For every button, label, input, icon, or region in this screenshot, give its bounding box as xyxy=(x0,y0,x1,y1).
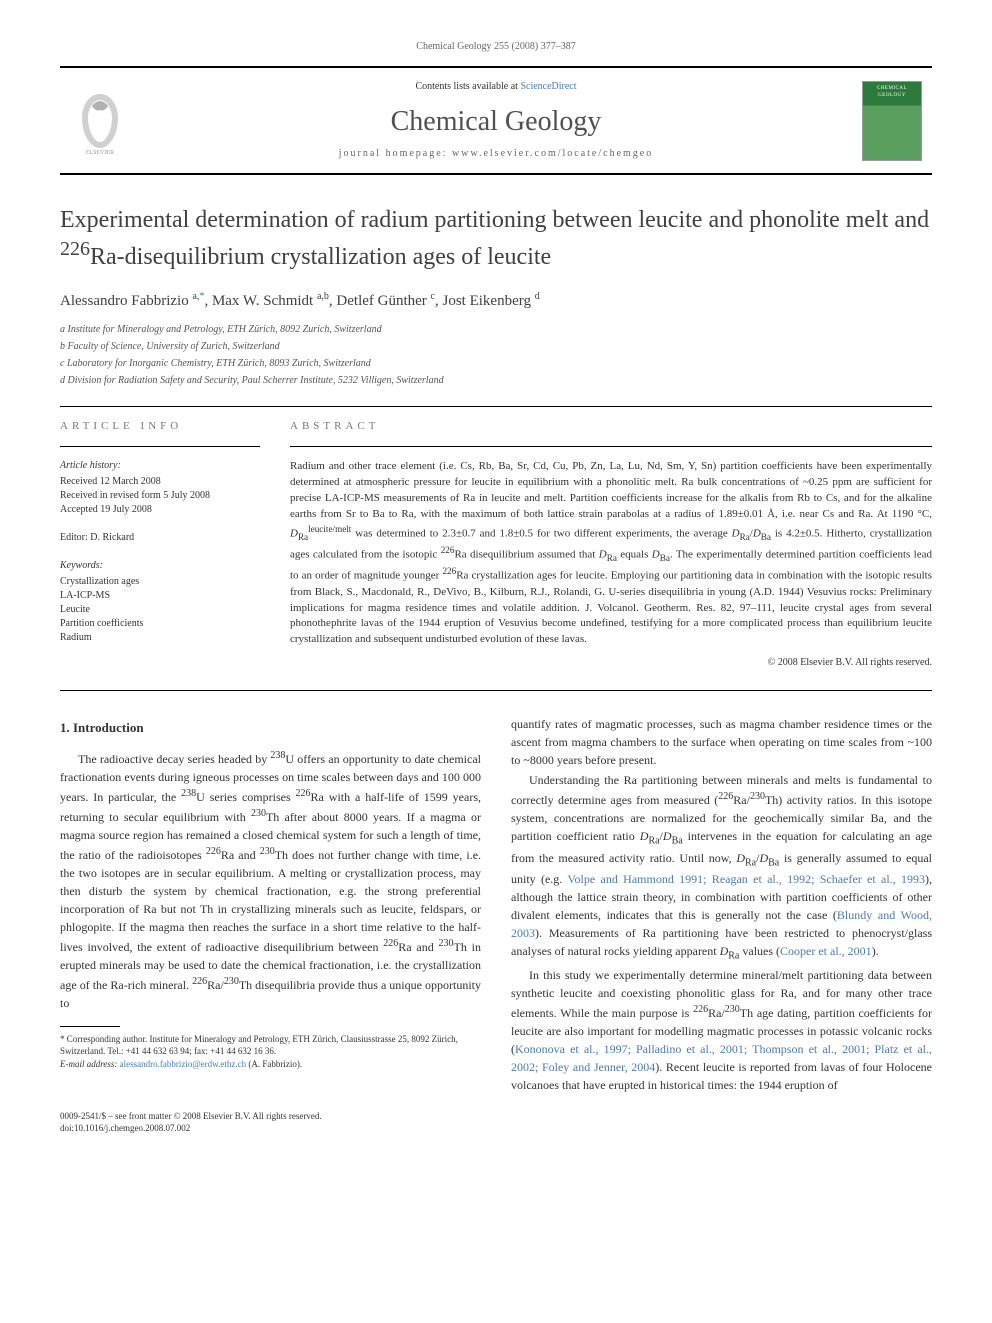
doi-line: doi:10.1016/j.chemgeo.2008.07.002 xyxy=(60,1122,932,1135)
abstract-text: Radium and other trace element (i.e. Cs,… xyxy=(290,459,932,648)
divider xyxy=(290,446,932,447)
journal-title: Chemical Geology xyxy=(140,102,852,141)
affiliation-b: b Faculty of Science, University of Zuri… xyxy=(60,339,932,354)
editor: Editor: D. Rickard xyxy=(60,531,260,545)
abstract-label: ABSTRACT xyxy=(290,419,932,434)
article-info-label: ARTICLE INFO xyxy=(60,419,260,434)
body-paragraph: In this study we experimentally determin… xyxy=(511,966,932,1094)
email-suffix: (A. Fabbrizio). xyxy=(248,1059,302,1069)
running-header: Chemical Geology 255 (2008) 377–387 xyxy=(60,40,932,54)
keywords-block: Keywords: Crystallization ages LA-ICP-MS… xyxy=(60,559,260,645)
footnote-text: * Corresponding author. Institute for Mi… xyxy=(60,1033,481,1058)
contents-line: Contents lists available at ScienceDirec… xyxy=(140,80,852,94)
divider xyxy=(60,406,932,407)
affiliations: a Institute for Mineralogy and Petrology… xyxy=(60,322,932,388)
footnote-separator xyxy=(60,1026,120,1027)
author-list: Alessandro Fabbrizio a,*, Max W. Schmidt… xyxy=(60,290,932,312)
article-body: 1. Introduction The radioactive decay se… xyxy=(60,715,932,1093)
body-paragraph: The radioactive decay series headed by 2… xyxy=(60,748,481,1012)
history-revised: Received in revised form 5 July 2008 xyxy=(60,489,260,503)
keyword: Radium xyxy=(60,631,260,645)
section-heading-introduction: 1. Introduction xyxy=(60,719,481,737)
divider xyxy=(60,690,932,691)
article-title: Experimental determination of radium par… xyxy=(60,205,932,273)
body-paragraph: quantify rates of magmatic processes, su… xyxy=(511,715,932,769)
affiliation-a: a Institute for Mineralogy and Petrology… xyxy=(60,322,932,337)
keyword: Partition coefficients xyxy=(60,617,260,631)
history-received: Received 12 March 2008 xyxy=(60,475,260,489)
sciencedirect-link[interactable]: ScienceDirect xyxy=(520,81,576,92)
keyword: Crystallization ages xyxy=(60,575,260,589)
corresponding-author-footnote: * Corresponding author. Institute for Mi… xyxy=(60,1033,481,1071)
publisher-logo-slot: ELSEVIER xyxy=(60,86,140,156)
abstract-copyright: © 2008 Elsevier B.V. All rights reserved… xyxy=(290,656,932,670)
elsevier-logo: ELSEVIER xyxy=(70,86,130,156)
divider xyxy=(60,446,260,447)
keyword: LA-ICP-MS xyxy=(60,589,260,603)
affiliation-d: d Division for Radiation Safety and Secu… xyxy=(60,373,932,388)
journal-cover-thumbnail xyxy=(862,81,922,161)
keyword: Leucite xyxy=(60,603,260,617)
footer-meta: 0009-2541/$ – see front matter © 2008 El… xyxy=(60,1110,932,1135)
journal-banner: ELSEVIER Contents lists available at Sci… xyxy=(60,66,932,175)
email-label: E-mail address: xyxy=(60,1059,117,1069)
article-history: Article history: Received 12 March 2008 … xyxy=(60,459,260,517)
journal-homepage: journal homepage: www.elsevier.com/locat… xyxy=(140,147,852,161)
body-paragraph: Understanding the Ra partitioning betwee… xyxy=(511,771,932,963)
history-title: Article history: xyxy=(60,459,260,473)
svg-text:ELSEVIER: ELSEVIER xyxy=(86,150,114,156)
journal-cover-slot xyxy=(852,81,932,161)
contents-prefix: Contents lists available at xyxy=(415,81,520,92)
history-accepted: Accepted 19 July 2008 xyxy=(60,503,260,517)
affiliation-c: c Laboratory for Inorganic Chemistry, ET… xyxy=(60,356,932,371)
keywords-title: Keywords: xyxy=(60,559,260,573)
issn-copyright-line: 0009-2541/$ – see front matter © 2008 El… xyxy=(60,1110,932,1123)
corresponding-email-link[interactable]: alessandro.fabbrizio@erdw.ethz.ch xyxy=(120,1059,246,1069)
